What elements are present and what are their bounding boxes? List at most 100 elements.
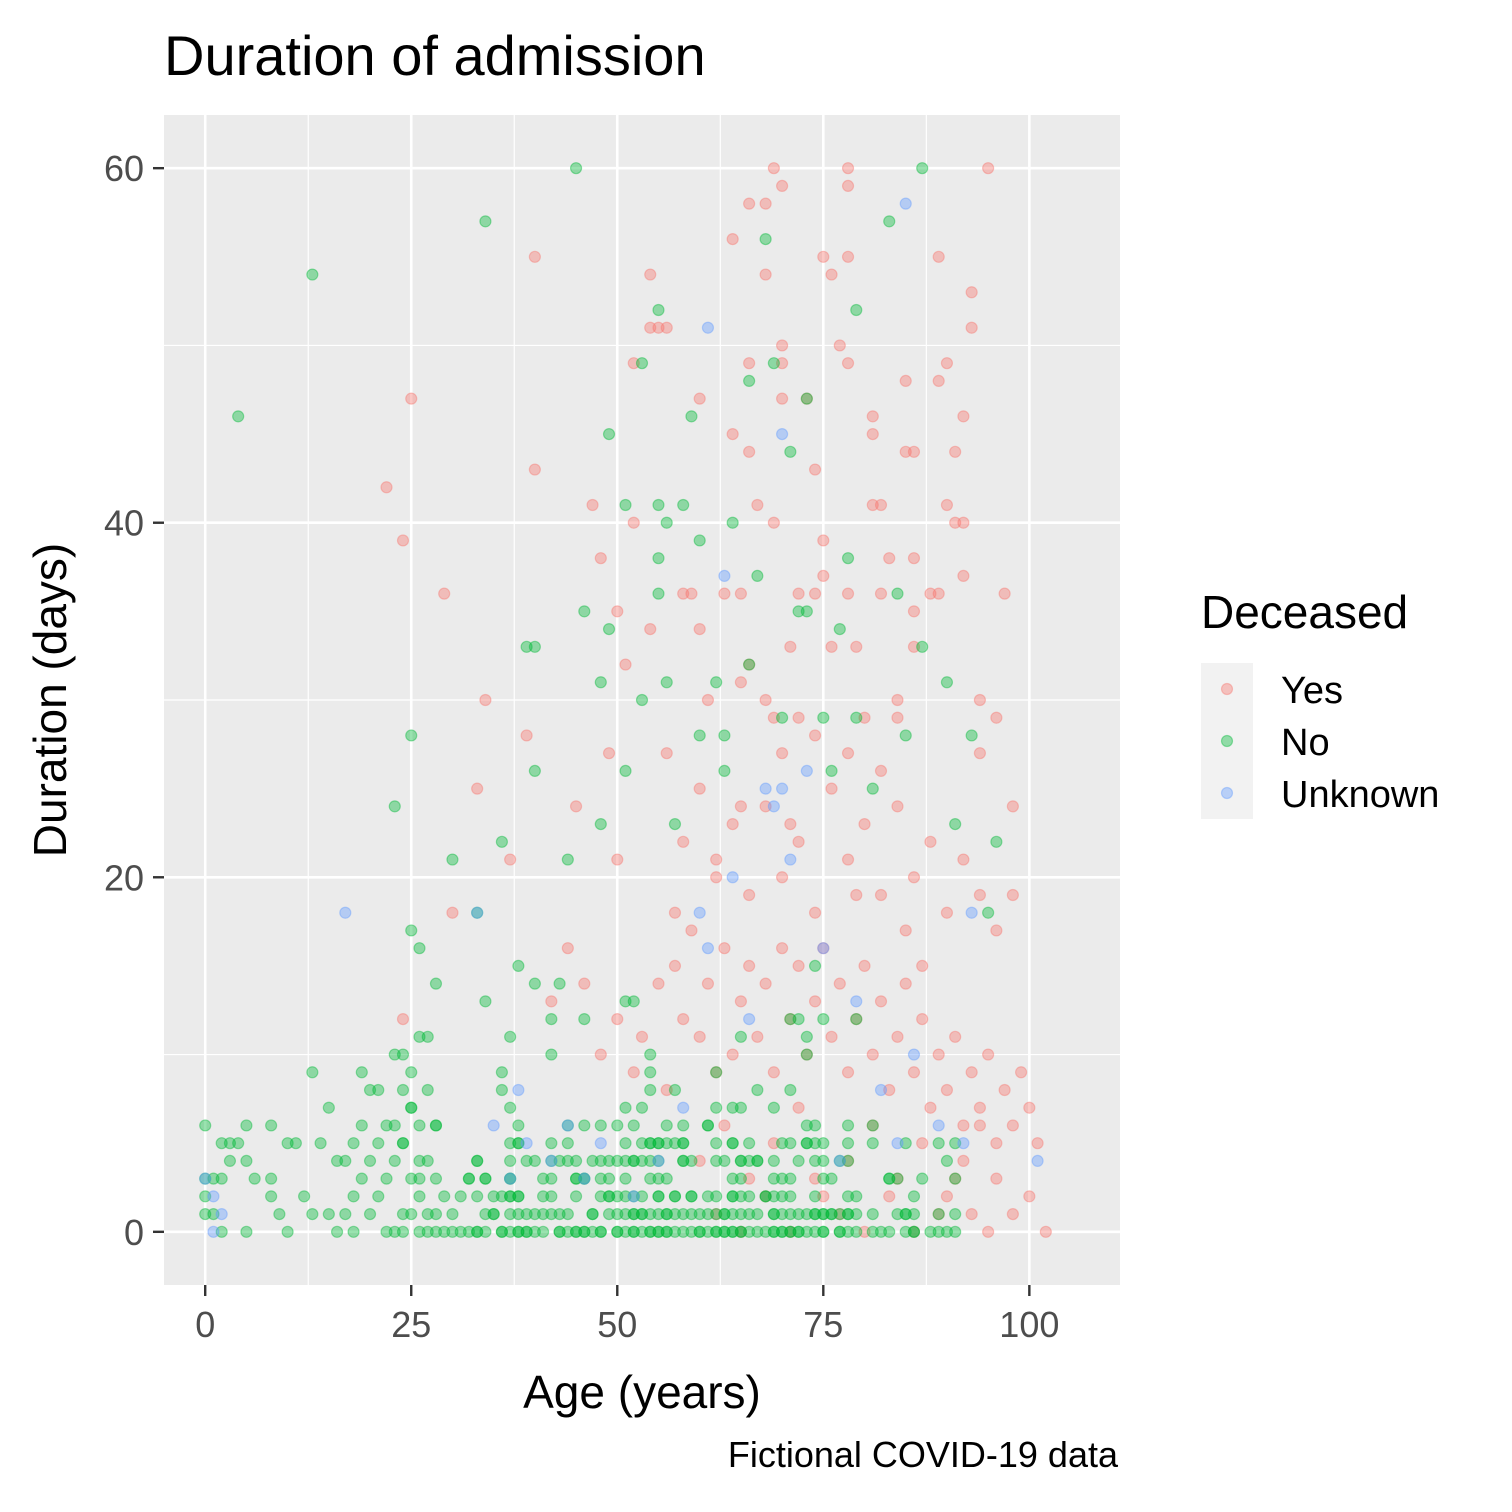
point-no	[784, 1012, 797, 1026]
point-no	[611, 1154, 624, 1168]
point-no	[553, 1207, 566, 1221]
point-yes	[874, 498, 888, 512]
point-no	[743, 1207, 756, 1221]
point-no	[553, 1154, 566, 1168]
point-no	[635, 1225, 649, 1238]
point-yes	[932, 250, 945, 263]
point-no	[627, 1225, 640, 1238]
point-no	[347, 1190, 360, 1203]
point-no	[644, 1225, 657, 1238]
point-no	[734, 1101, 747, 1114]
point-no	[850, 1225, 863, 1238]
point-no	[512, 1225, 525, 1238]
point-no	[512, 1137, 525, 1150]
point-no	[833, 622, 846, 636]
point-no	[660, 1119, 673, 1132]
point-no	[405, 1101, 418, 1114]
point-no	[767, 1190, 780, 1203]
point-no	[800, 1137, 813, 1150]
point-no	[734, 1225, 747, 1238]
legend-key-background	[1201, 663, 1253, 819]
point-no	[413, 1190, 426, 1203]
point-no	[652, 1154, 665, 1168]
point-no	[446, 1225, 459, 1238]
legend-label-no: No	[1281, 722, 1330, 764]
point-no	[800, 1048, 813, 1061]
point-no	[891, 587, 904, 600]
point-no	[561, 853, 574, 866]
point-no	[569, 1190, 583, 1203]
point-yes	[891, 1172, 904, 1185]
point-no	[495, 1066, 508, 1079]
point-no	[743, 1154, 756, 1168]
point-no	[792, 1012, 805, 1026]
point-no	[199, 1119, 212, 1132]
point-yes	[710, 1066, 723, 1079]
point-no	[454, 1190, 467, 1203]
point-unknown	[512, 1083, 525, 1097]
point-no	[718, 1225, 731, 1238]
point-yes	[479, 693, 492, 707]
point-no	[784, 1207, 797, 1221]
point-no	[899, 1137, 912, 1150]
point-no	[569, 162, 583, 175]
point-no	[586, 1207, 599, 1221]
point-unknown	[965, 906, 978, 919]
point-yes	[1006, 800, 1019, 813]
point-no	[751, 1083, 764, 1097]
y-axis: 0 20 40 60	[104, 148, 164, 1253]
point-yes	[965, 1207, 978, 1221]
point-no	[405, 1172, 418, 1185]
point-no	[685, 1190, 698, 1203]
point-no	[512, 1190, 525, 1203]
point-yes	[874, 587, 888, 600]
point-no	[421, 1154, 434, 1168]
point-no	[668, 1207, 682, 1221]
point-no	[808, 1207, 822, 1221]
point-yes	[693, 392, 706, 405]
point-unknown	[776, 427, 789, 441]
point-yes	[940, 357, 954, 370]
x-axis: 0 25 50 75 100	[195, 1285, 1059, 1345]
point-no	[611, 1225, 624, 1238]
point-no	[817, 1154, 830, 1168]
point-yes	[932, 587, 945, 600]
point-yes	[833, 339, 846, 352]
point-yes	[866, 1048, 879, 1061]
point-yes	[594, 552, 607, 565]
point-yes	[841, 179, 855, 193]
y-tick-label: 0	[124, 1212, 144, 1253]
point-no	[668, 817, 682, 831]
point-no	[891, 1207, 904, 1221]
point-no	[726, 1172, 739, 1185]
point-no	[668, 1083, 682, 1097]
point-no	[429, 1225, 443, 1238]
point-no	[363, 1207, 377, 1221]
point-no	[619, 1101, 632, 1114]
point-no	[355, 1172, 368, 1185]
point-no	[471, 1154, 484, 1168]
point-no	[759, 1225, 772, 1238]
point-no	[726, 1137, 739, 1150]
point-no	[504, 1101, 517, 1114]
point-no	[685, 1190, 698, 1203]
point-no	[504, 1207, 517, 1221]
point-yes	[940, 1083, 954, 1097]
point-yes	[850, 1012, 863, 1026]
point-yes	[940, 498, 954, 512]
point-no	[899, 1207, 912, 1221]
point-no	[635, 1190, 649, 1203]
point-yes	[907, 1225, 921, 1238]
point-yes	[982, 162, 995, 175]
x-tick-label: 0	[195, 1304, 215, 1345]
point-unknown	[743, 1012, 756, 1026]
point-no	[569, 1154, 583, 1168]
point-no	[479, 1207, 492, 1221]
point-yes	[808, 906, 822, 919]
point-yes	[841, 1066, 855, 1079]
point-no	[949, 1137, 962, 1150]
point-yes	[1039, 1225, 1052, 1238]
point-no	[825, 1207, 838, 1221]
point-yes	[973, 1119, 986, 1132]
point-no	[611, 1190, 624, 1203]
